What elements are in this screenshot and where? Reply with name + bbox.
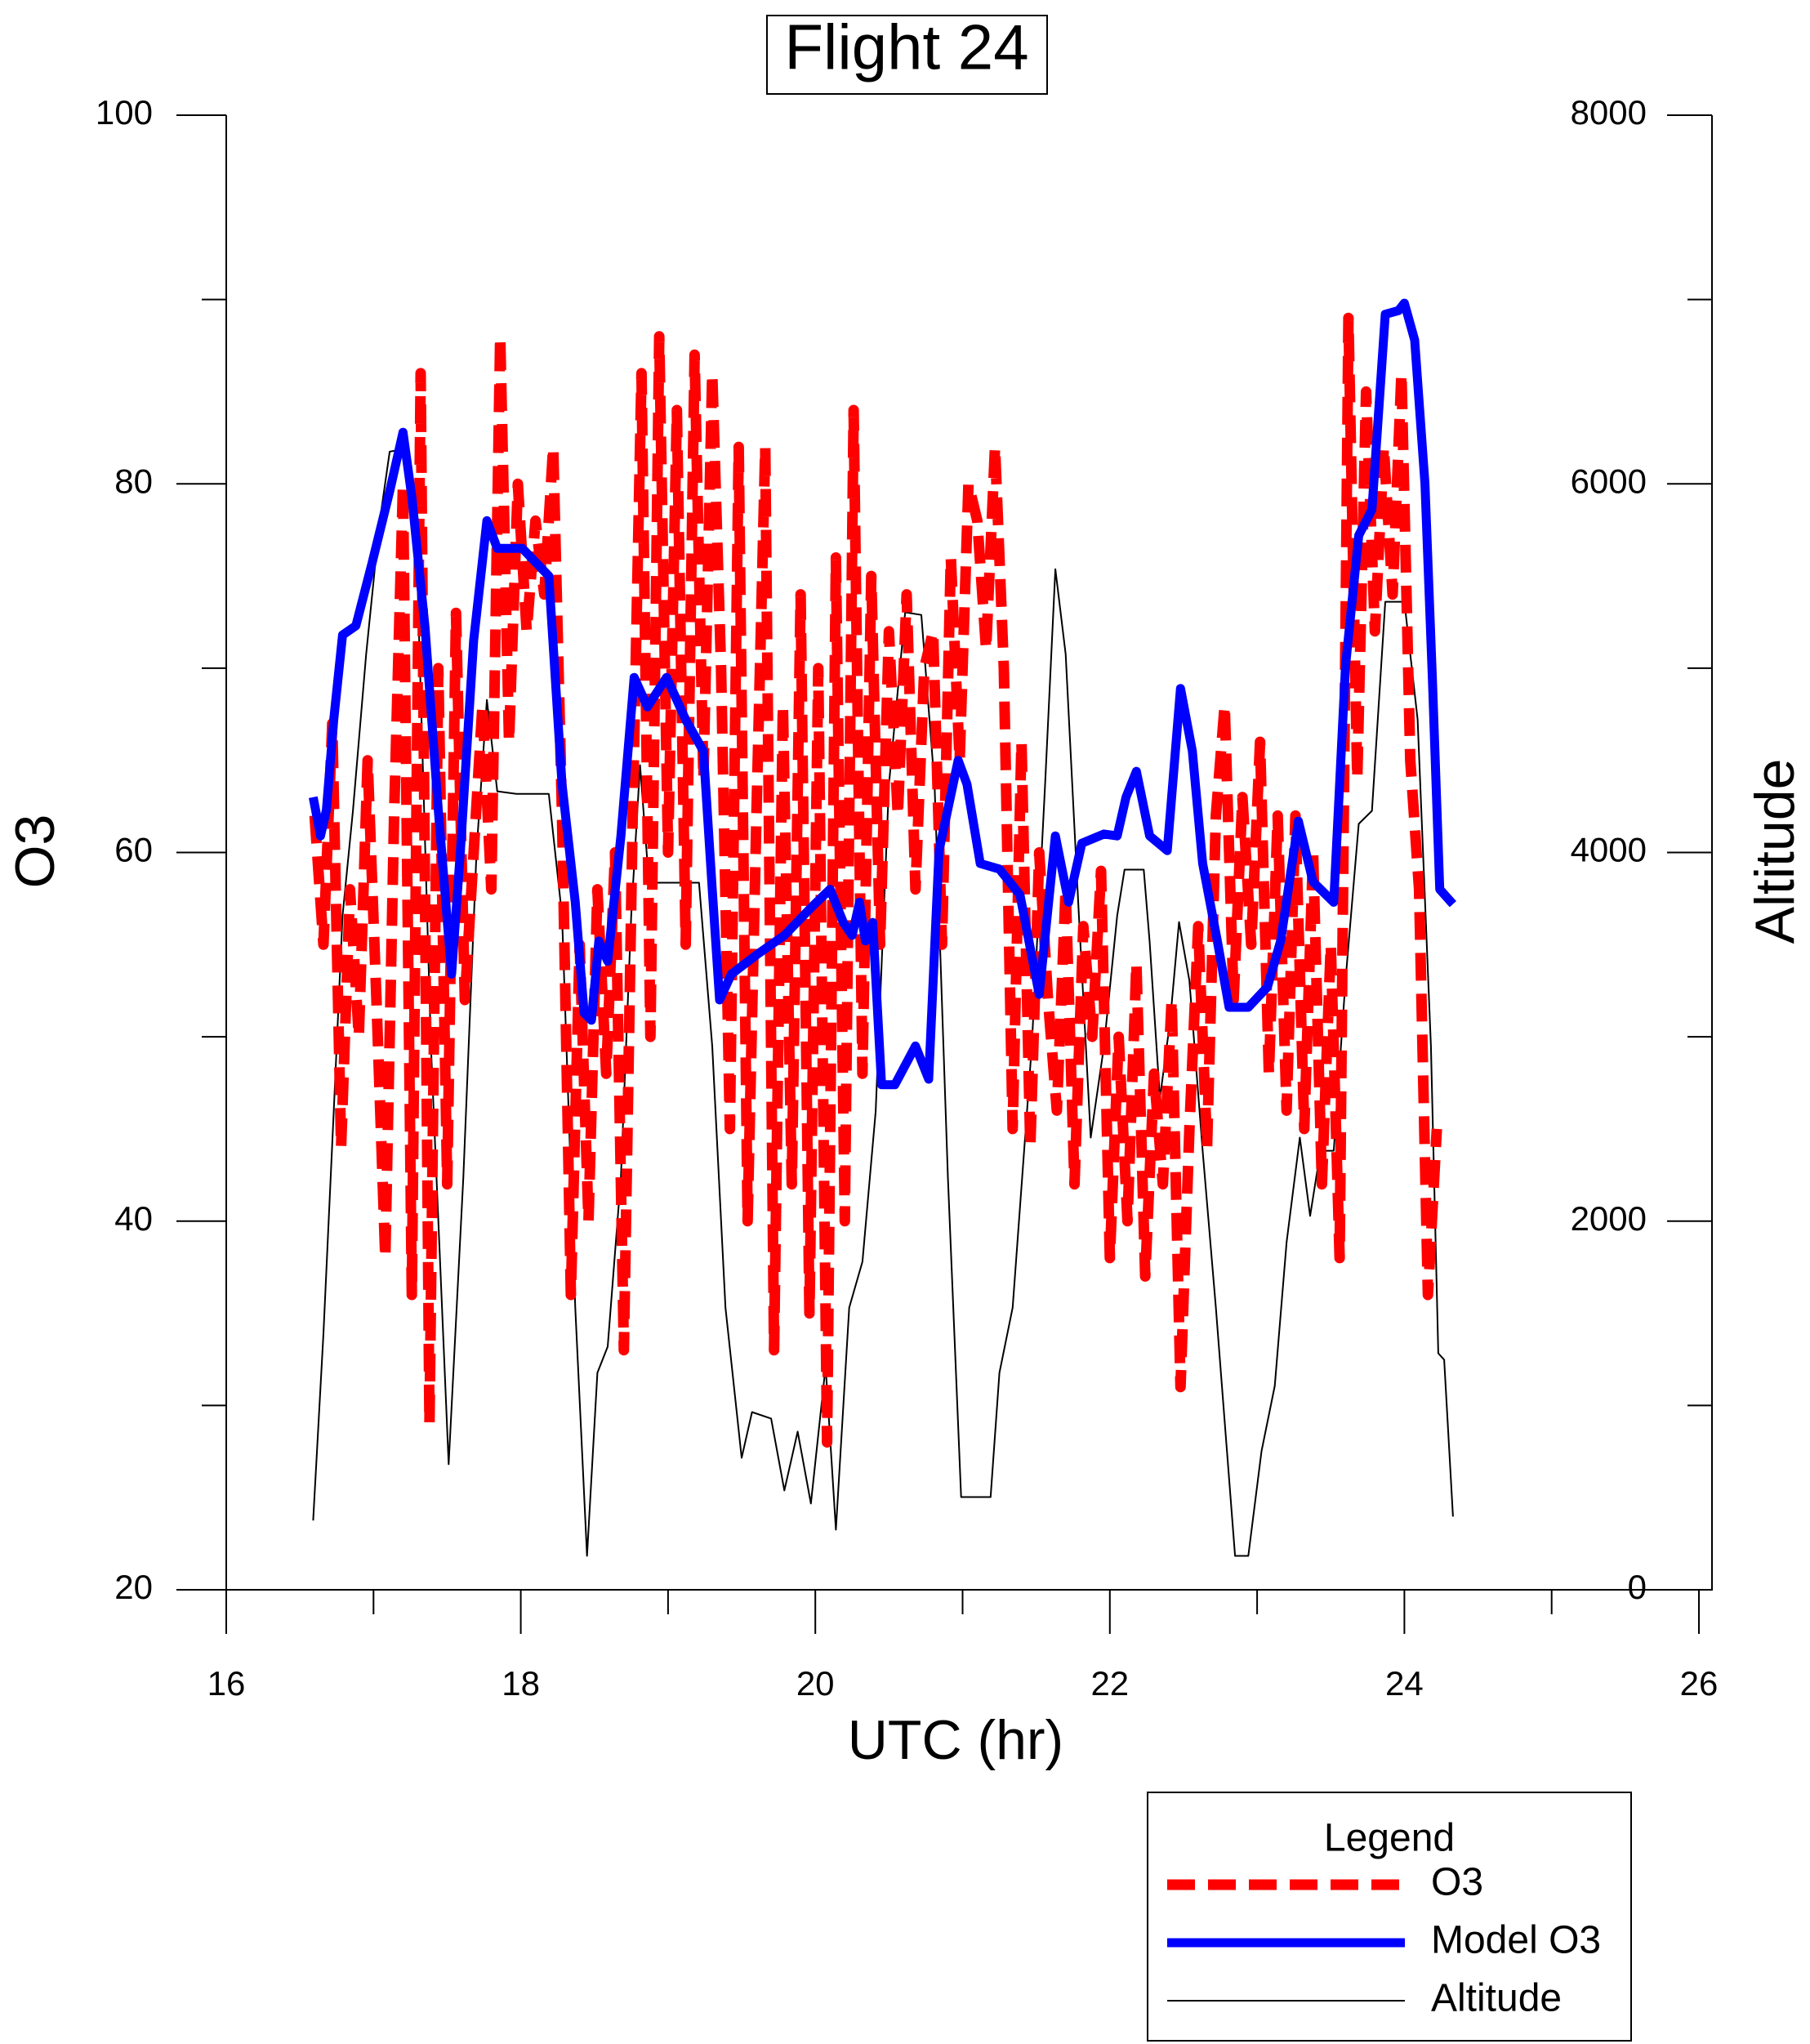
legend-label: O3	[1431, 1861, 1483, 1904]
series-line	[312, 448, 1454, 1557]
series-line	[309, 312, 1442, 1448]
legend-label: Altitude	[1431, 1977, 1562, 2020]
legend-box	[1147, 1792, 1632, 2042]
y2-tick-label: 8000	[1571, 93, 1647, 132]
x-tick-label: 16	[207, 1664, 246, 1703]
y-tick-label: 40	[114, 1199, 153, 1238]
y-tick-label: 60	[114, 831, 153, 869]
legend-title: Legend	[1324, 1817, 1455, 1860]
y2-tick-label: 2000	[1571, 1199, 1647, 1238]
y2-tick-label: 6000	[1571, 462, 1647, 500]
x-tick-label: 24	[1385, 1664, 1424, 1703]
legend-label: Model O3	[1431, 1919, 1601, 1962]
y-tick-label: 100	[96, 93, 153, 132]
series-line	[308, 298, 1456, 1090]
y-axis-label: O3	[4, 814, 66, 889]
y-tick-label: 80	[114, 462, 153, 500]
x-tick-label: 26	[1680, 1664, 1719, 1703]
title-box	[766, 15, 1048, 95]
x-tick-label: 18	[502, 1664, 540, 1703]
x-tick-label: 20	[796, 1664, 835, 1703]
y2-tick-label: 0	[1628, 1568, 1647, 1606]
x-tick-label: 22	[1090, 1664, 1129, 1703]
y-tick-label: 20	[114, 1568, 153, 1606]
y2-axis-label: Altitude	[1744, 759, 1806, 944]
x-axis-label: UTC (hr)	[848, 1709, 1063, 1771]
chart-title: Flight 24	[784, 11, 1028, 83]
y2-tick-label: 4000	[1571, 831, 1647, 869]
